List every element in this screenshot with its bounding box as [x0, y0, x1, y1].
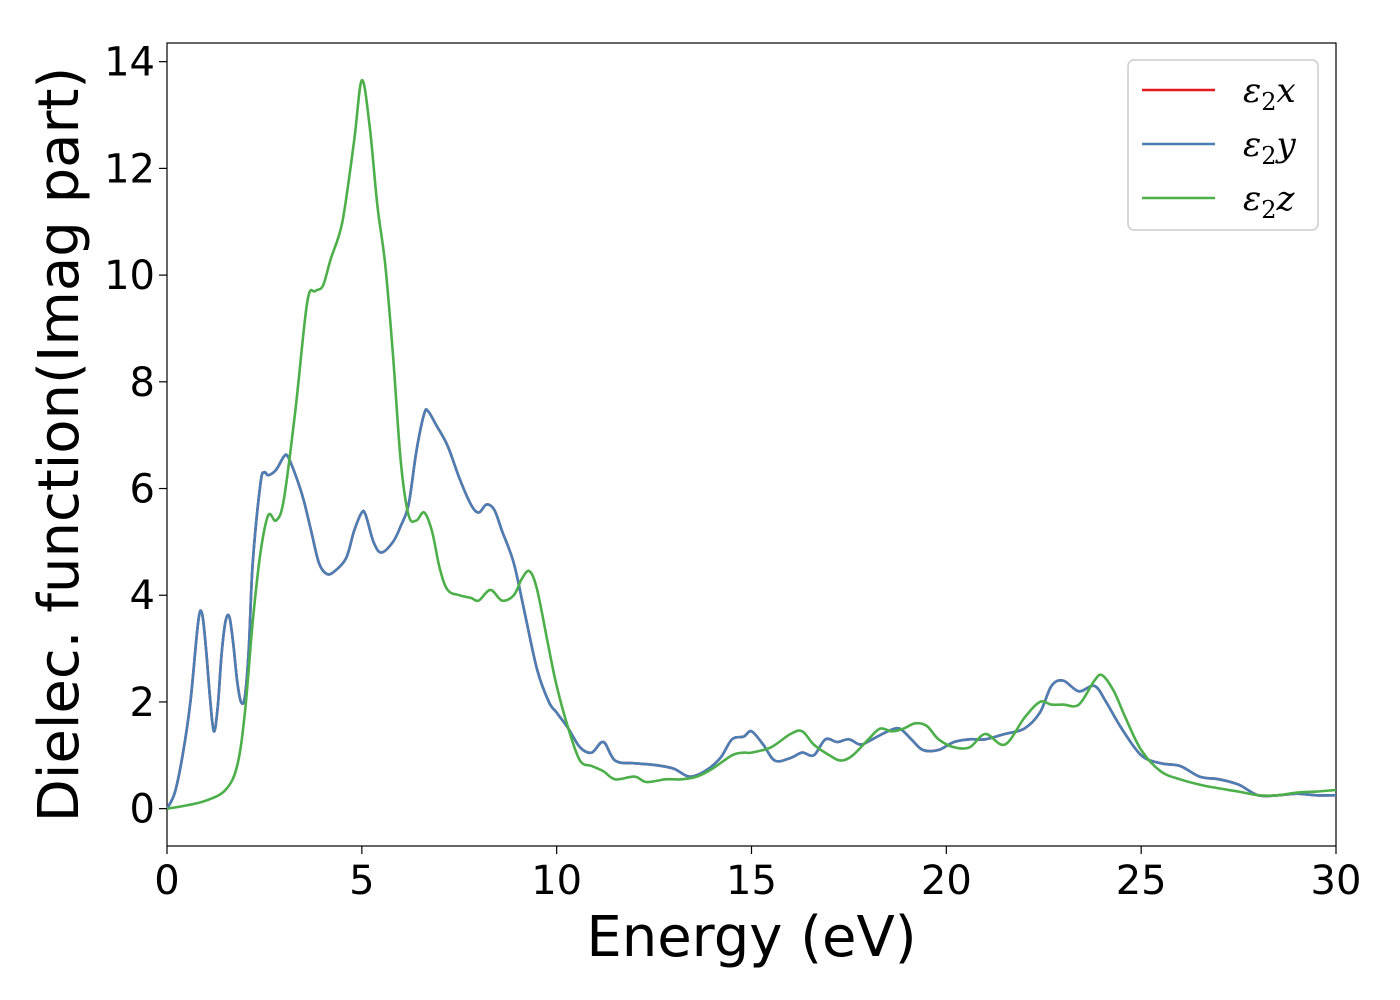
- series-line-z: [166, 78, 1337, 810]
- y-axis-ticks: 0 2 4 6 8 10 12 14: [104, 40, 167, 833]
- x-tick-label: 5: [349, 858, 374, 904]
- series-line-x: [165, 408, 1337, 810]
- x-tick-label: 10: [531, 858, 582, 904]
- x-tick-label: 25: [1116, 858, 1167, 904]
- series-line-y: [165, 408, 1337, 810]
- y-tick-label: 2: [130, 680, 155, 726]
- y-tick-label: 6: [130, 467, 155, 513]
- y-tick-label: 14: [104, 40, 155, 86]
- y-tick-label: 4: [130, 573, 155, 619]
- x-axis-title: Energy (eV): [586, 905, 916, 970]
- x-axis-ticks: 0 5 10 15 20 25 30: [154, 846, 1361, 904]
- y-tick-label: 0: [130, 787, 155, 833]
- legend-label-y: ε2y: [1243, 125, 1297, 170]
- y-axis-title: Dielec. function(Imag part): [27, 67, 92, 823]
- x-tick-label: 20: [921, 858, 972, 904]
- x-tick-label: 30: [1311, 858, 1362, 904]
- y-tick-label: 8: [130, 360, 155, 406]
- legend: ε2x ε2y ε2z: [1127, 59, 1319, 231]
- legend-label-z: ε2z: [1243, 179, 1296, 224]
- x-tick-label: 15: [726, 858, 777, 904]
- y-tick-label: 10: [104, 253, 155, 299]
- legend-label-x: ε2x: [1243, 71, 1296, 116]
- x-tick-label: 0: [154, 858, 179, 904]
- legend-box: [1127, 59, 1319, 231]
- y-tick-label: 12: [104, 146, 155, 192]
- series-lines: [165, 78, 1337, 810]
